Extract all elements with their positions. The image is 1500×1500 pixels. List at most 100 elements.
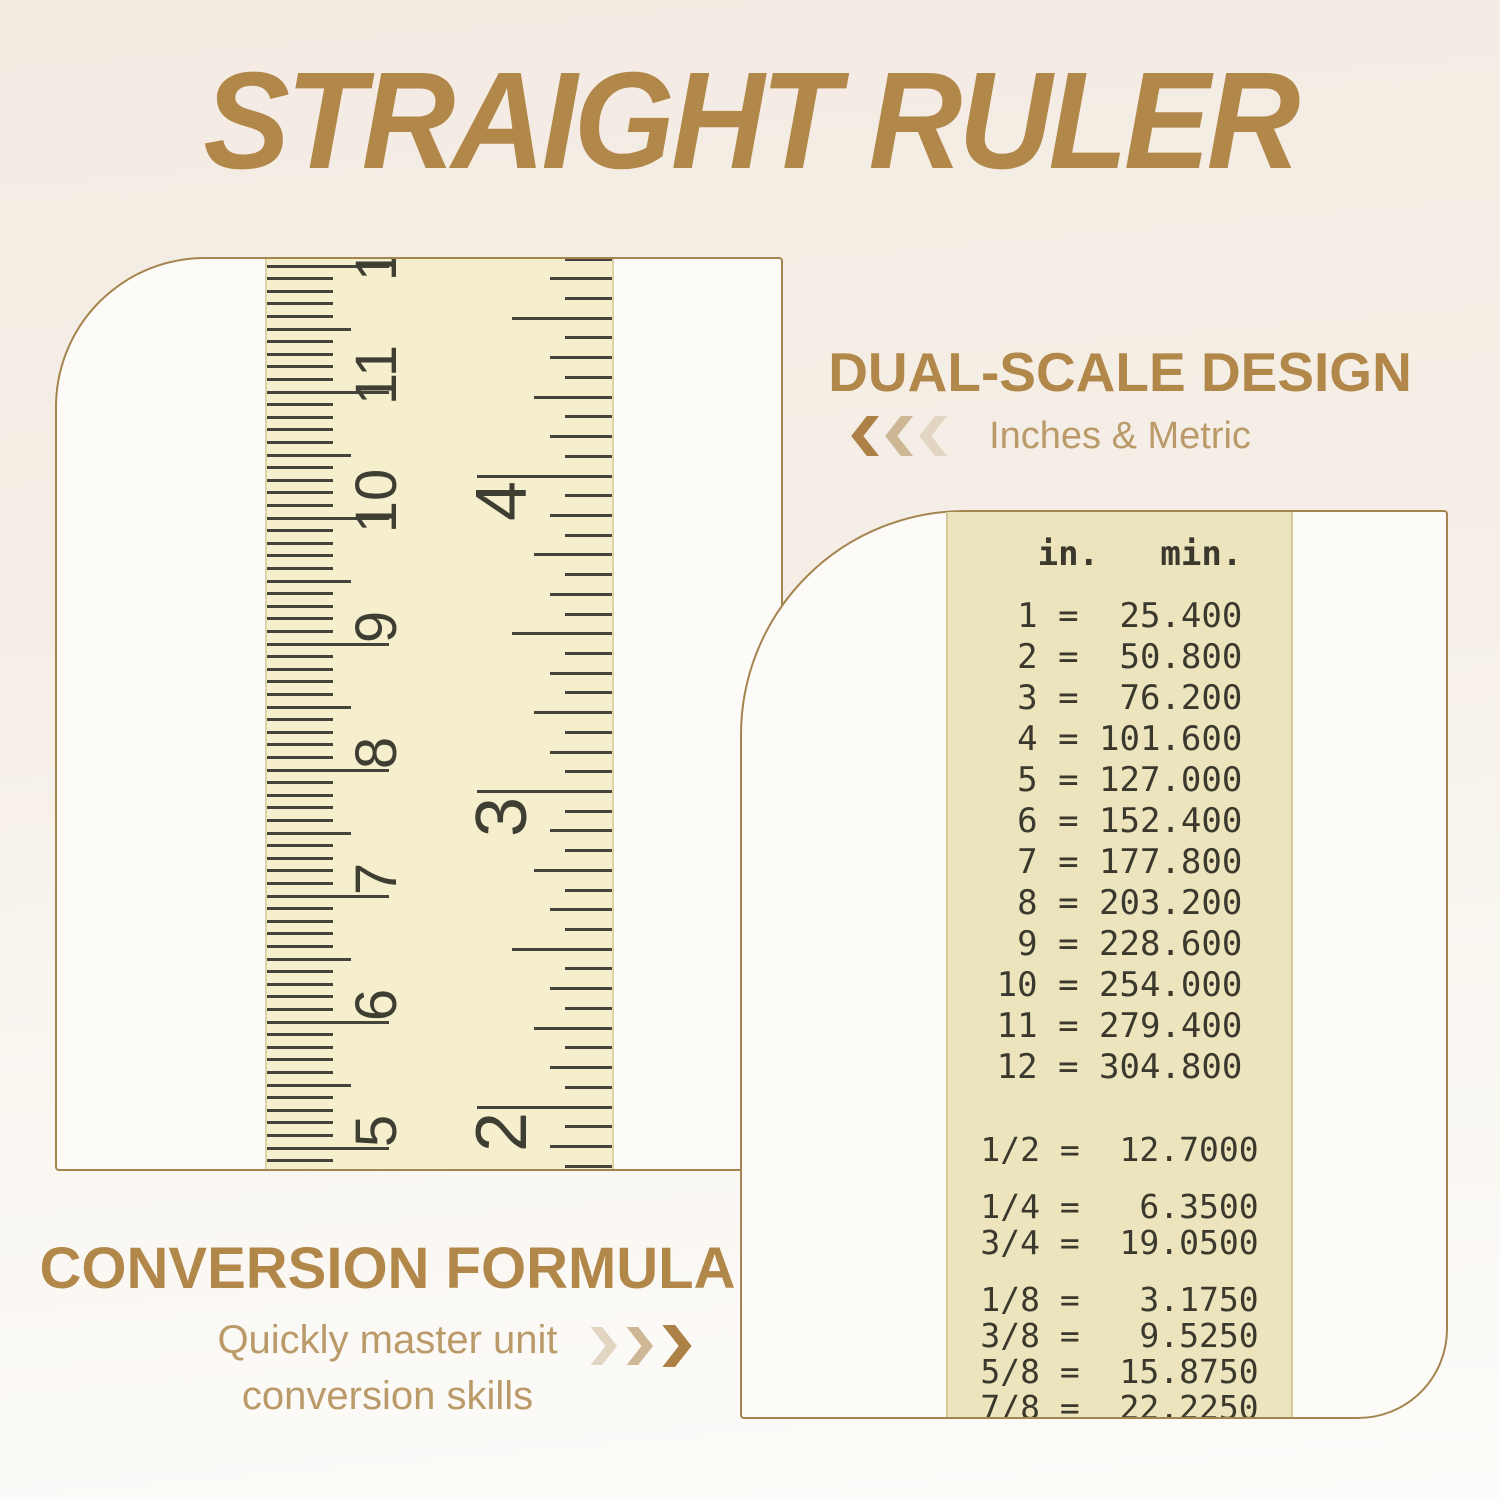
inch-tick bbox=[565, 454, 612, 458]
cm-tick bbox=[267, 793, 333, 797]
cm-tick bbox=[267, 907, 333, 911]
inch-tick bbox=[477, 474, 612, 478]
cm-tick bbox=[267, 1045, 333, 1049]
cm-label: 9 bbox=[344, 610, 409, 644]
fraction-row: 3/4 = 19.0500 bbox=[980, 1223, 1259, 1262]
cm-tick bbox=[267, 919, 333, 923]
inch-tick bbox=[565, 336, 612, 340]
cm-tick bbox=[267, 856, 333, 860]
inch-tick bbox=[512, 947, 612, 951]
cm-label: 5 bbox=[344, 1114, 409, 1148]
fraction-group: 1/2 = 12.7000 bbox=[948, 1132, 1291, 1168]
inch-tick bbox=[550, 1066, 612, 1070]
cm-tick bbox=[267, 403, 333, 407]
inch-tick bbox=[550, 671, 612, 675]
cm-label: 11 bbox=[344, 344, 409, 406]
table-row: 11 = 279.400 bbox=[996, 1006, 1243, 1046]
cm-tick bbox=[267, 781, 333, 785]
inch-tick bbox=[534, 711, 612, 715]
cm-tick bbox=[267, 705, 351, 709]
cm-tick bbox=[267, 1033, 333, 1037]
cm-label: 7 bbox=[344, 862, 409, 896]
inch-label: 2 bbox=[462, 1111, 542, 1153]
inch-tick bbox=[550, 750, 612, 754]
cm-tick bbox=[267, 642, 389, 646]
cm-tick bbox=[267, 377, 333, 381]
cm-tick bbox=[267, 604, 333, 608]
inch-tick bbox=[565, 1006, 612, 1010]
table-row: 8 = 203.200 bbox=[996, 883, 1243, 923]
cm-tick bbox=[267, 667, 333, 671]
conversion-line2: conversion skills bbox=[241, 1374, 534, 1418]
cm-tick bbox=[267, 743, 333, 747]
cm-tick bbox=[267, 415, 333, 419]
front-ruler-strip: 12 11 10 9 8 7 6 5 4 3 2 bbox=[265, 259, 614, 1169]
inch-tick bbox=[565, 809, 612, 813]
cm-tick bbox=[267, 289, 333, 293]
inch-tick bbox=[565, 651, 612, 655]
cm-tick bbox=[267, 554, 333, 558]
inch-tick bbox=[477, 790, 612, 793]
inch-tick bbox=[550, 987, 612, 991]
cm-label: 6 bbox=[344, 988, 409, 1022]
cm-tick bbox=[267, 466, 333, 470]
cm-tick bbox=[267, 478, 333, 482]
cm-tick bbox=[267, 516, 389, 520]
inch-tick bbox=[565, 494, 612, 498]
inch-tick bbox=[550, 435, 612, 439]
table-header: in. min. bbox=[996, 534, 1243, 574]
conversion-heading: CONVERSION FORMULA bbox=[39, 1236, 736, 1301]
cm-label: 8 bbox=[344, 736, 409, 770]
inch-tick bbox=[477, 1105, 612, 1109]
cm-tick bbox=[267, 1133, 333, 1137]
inch-label: 4 bbox=[462, 480, 542, 522]
inch-tick bbox=[565, 612, 612, 616]
inch-tick bbox=[565, 1164, 612, 1168]
inch-tick bbox=[512, 316, 612, 320]
cm-tick bbox=[267, 440, 333, 444]
table-row: 6 = 152.400 bbox=[996, 801, 1243, 841]
inch-tick bbox=[550, 513, 612, 517]
fraction-row: 3/8 = 9.5250 bbox=[980, 1316, 1259, 1355]
page-title: STRAIGHT RULER bbox=[203, 44, 1300, 198]
back-ruler-strip: in. min. 1 = 25.400 2 = 50.800 3 = 76.20… bbox=[946, 512, 1293, 1417]
cm-tick bbox=[267, 453, 351, 457]
cm-tick bbox=[267, 302, 333, 306]
fraction-row: 1/8 = 3.1750 bbox=[980, 1280, 1259, 1319]
cm-tick bbox=[267, 352, 333, 356]
cm-tick bbox=[267, 818, 333, 822]
fraction-row: 5/8 = 15.8750 bbox=[980, 1352, 1259, 1391]
cm-tick bbox=[267, 718, 333, 722]
cm-tick bbox=[267, 579, 351, 583]
cm-tick bbox=[267, 277, 333, 281]
inch-tick bbox=[565, 691, 612, 695]
dual-scale-heading: DUAL-SCALE DESIGN bbox=[828, 341, 1412, 403]
inch-tick bbox=[512, 632, 612, 636]
cm-tick bbox=[267, 1007, 333, 1011]
cm-tick bbox=[267, 541, 333, 545]
cm-tick bbox=[267, 692, 333, 696]
inch-tick bbox=[565, 533, 612, 537]
inch-tick bbox=[565, 1125, 612, 1129]
table-row: 7 = 177.800 bbox=[996, 842, 1243, 882]
table-rows: 1 = 25.400 2 = 50.800 3 = 76.200 4 = 101… bbox=[948, 596, 1291, 1088]
dual-scale-section: DUAL-SCALE DESIGN Inches & Metric bbox=[785, 345, 1455, 460]
fraction-group: 1/8 = 3.1750 3/8 = 9.5250 5/8 = 15.8750 7/8… bbox=[948, 1280, 1291, 1418]
inch-tick bbox=[565, 259, 612, 261]
chevron-right-icon bbox=[626, 1327, 654, 1365]
inch-tick bbox=[534, 868, 612, 872]
cm-tick bbox=[267, 1058, 333, 1062]
cm-tick bbox=[267, 529, 333, 533]
cm-tick bbox=[267, 566, 333, 570]
fraction-row: 1/2 = 12.7000 bbox=[980, 1130, 1259, 1169]
inch-tick bbox=[565, 375, 612, 379]
inch-tick bbox=[550, 356, 612, 360]
cm-tick bbox=[267, 995, 333, 999]
cm-tick bbox=[267, 1070, 333, 1074]
conversion-line1: Quickly master unit bbox=[217, 1318, 558, 1362]
inch-tick bbox=[565, 415, 612, 419]
fraction-row: 7/8 = 22.2250 bbox=[980, 1388, 1259, 1418]
cm-tick bbox=[267, 365, 333, 369]
inch-tick bbox=[565, 1085, 612, 1089]
